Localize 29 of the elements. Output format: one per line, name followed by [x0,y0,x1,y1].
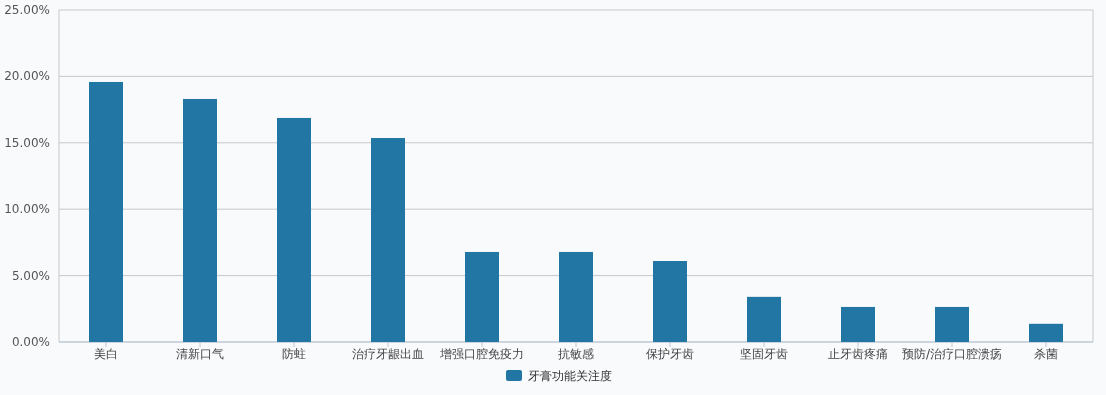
x-tick-label: 保护牙齿 [646,347,694,361]
bar [653,260,687,342]
x-tick-label: 坚固牙齿 [740,347,788,361]
bar [747,296,781,342]
y-tick-label: 25.00% [4,3,50,17]
y-tick-label: 15.00% [4,135,50,150]
bar [559,251,593,342]
bar [1029,323,1063,342]
bar [89,81,123,342]
bar [465,251,499,342]
x-tick-label: 防蛀 [282,347,306,361]
x-tick-label: 杀菌 [1034,347,1058,361]
legend-label: 牙膏功能关注度 [528,369,612,383]
x-tick-label: 增强口腔免疫力 [439,347,524,361]
y-tick-label: 0.00% [11,335,50,349]
x-tick-label: 美白 [94,347,118,361]
y-tick-label: 10.00% [4,202,50,217]
x-tick-label: 抗敏感 [558,347,594,361]
y-tick-label: 5.00% [11,268,50,283]
bar [935,306,969,342]
x-tick-label: 清新口气 [176,347,224,361]
bar [371,138,405,342]
y-tick-label: 20.00% [4,69,50,84]
x-tick-label: 预防/治疗口腔溃疡 [901,347,1003,361]
x-tick-label: 止牙齿疼痛 [828,347,888,361]
bar [841,306,875,342]
bar [277,117,311,342]
bar [183,98,217,342]
x-tick-label: 治疗牙龈出血 [352,347,424,361]
